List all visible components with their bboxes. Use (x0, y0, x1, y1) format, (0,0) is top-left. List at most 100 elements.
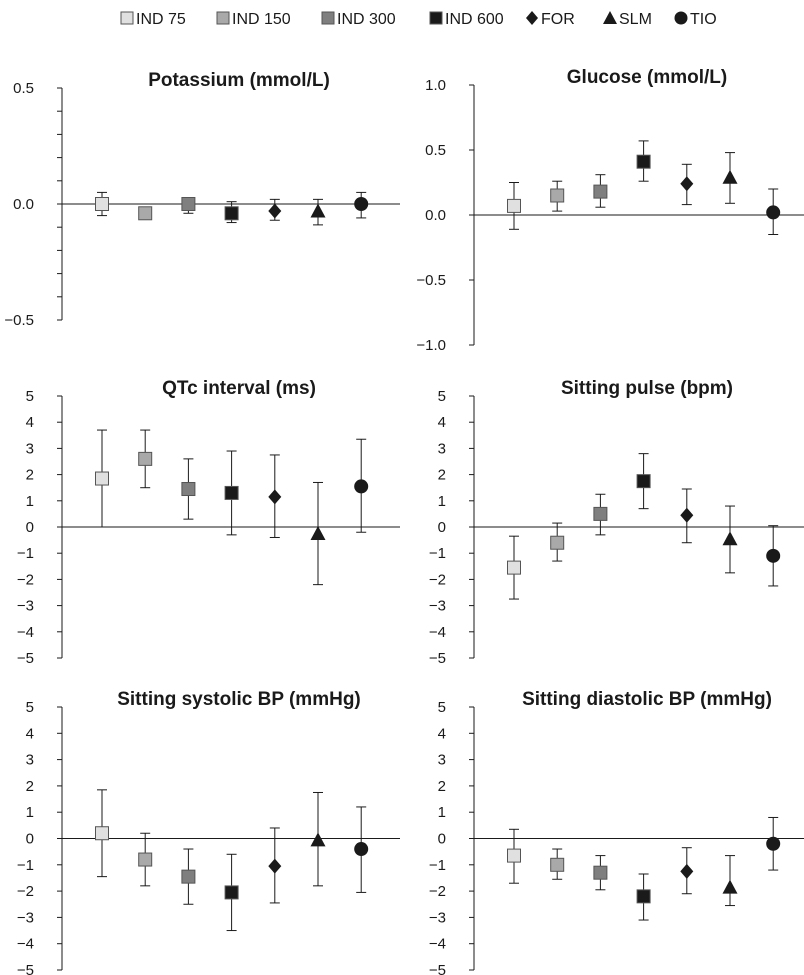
marker-ind-75 (507, 848, 521, 863)
marker-slm (722, 879, 738, 894)
panel-title: QTc interval (ms) (162, 378, 316, 399)
y-tick-label: 3 (26, 440, 34, 457)
point-ind-75 (95, 429, 109, 528)
y-tick-label: 4 (26, 414, 34, 431)
marker-tio (354, 479, 369, 494)
marker-ind-150 (138, 206, 153, 221)
legend-item-slm: SLM (603, 11, 652, 28)
y-tick-label: −1 (17, 545, 34, 562)
point-ind-600 (224, 450, 239, 536)
point-ind-150 (550, 848, 565, 880)
y-tick-label: 5 (438, 388, 446, 405)
y-tick-label: 0 (438, 519, 446, 536)
point-ind-300 (593, 174, 608, 208)
marker-ind-600 (224, 485, 239, 500)
panel-qtc-interval-ms: QTc interval (ms) −5 −4 −3 −2 −1 0 1 2 3 4 5 (17, 378, 400, 667)
legend-marker-slm (603, 11, 617, 24)
point-for (268, 454, 282, 538)
marker-ind-600 (636, 154, 651, 169)
y-tick-label: 1 (26, 804, 34, 821)
y-tick-label: −2 (17, 571, 34, 588)
y-tick-label: 1 (438, 804, 446, 821)
legend-marker-ind-600 (429, 11, 443, 25)
y-tick-label: −1 (429, 545, 446, 562)
legend-item-ind-75: IND 75 (120, 11, 186, 28)
marker-tio (766, 205, 781, 220)
point-tio (354, 438, 369, 533)
y-tick-label: 3 (26, 752, 34, 769)
point-for (680, 163, 694, 206)
y-tick-label: 1 (438, 493, 446, 510)
y-tick-label: 0 (26, 831, 34, 848)
point-ind-600 (636, 873, 651, 921)
y-tick-label: 3 (438, 752, 446, 769)
point-ind-75 (507, 182, 521, 230)
y-tick-label: 2 (26, 467, 34, 484)
marker-ind-75 (507, 560, 521, 575)
marker-ind-300 (593, 865, 608, 880)
legend: IND 75 IND 150 IND 300 IND 600 FOR SLM TIO (120, 11, 717, 28)
y-tick-label: 5 (26, 699, 34, 716)
point-slm (310, 198, 326, 226)
y-tick-label: −4 (429, 624, 446, 641)
marker-ind-150 (550, 535, 565, 550)
legend-label-ind-600: IND 600 (445, 11, 504, 28)
y-tick-label: 1 (26, 493, 34, 510)
y-tick-label: −4 (17, 936, 34, 953)
marker-ind-150 (550, 857, 565, 872)
y-tick-label: −0.5 (416, 272, 446, 289)
y-tick-label: −5 (429, 650, 446, 667)
marker-for (268, 858, 282, 874)
marker-ind-150 (550, 188, 565, 203)
y-tick-label: −3 (17, 598, 34, 615)
panel-title: Sitting systolic BP (mmHg) (117, 689, 361, 710)
legend-label-ind-75: IND 75 (136, 11, 186, 28)
point-for (268, 827, 282, 904)
y-tick-label: −3 (429, 598, 446, 615)
legend-item-ind-300: IND 300 (321, 11, 396, 28)
y-tick-label: 4 (438, 414, 446, 431)
point-ind-600 (636, 140, 651, 182)
y-tick-label: 4 (26, 725, 34, 742)
marker-ind-300 (593, 506, 608, 521)
point-ind-75 (95, 789, 109, 878)
y-tick-label: 1.0 (425, 77, 446, 94)
point-ind-75 (507, 535, 521, 600)
marker-slm (310, 526, 326, 541)
marker-tio (766, 548, 781, 563)
marker-ind-150 (138, 451, 153, 466)
y-tick-label: 2 (26, 778, 34, 795)
point-ind-75 (95, 191, 109, 217)
y-tick-label: 0.5 (13, 80, 34, 97)
y-tick-label: −2 (17, 883, 34, 900)
point-ind-300 (181, 848, 196, 905)
panel-title: Sitting diastolic BP (mmHg) (522, 689, 772, 710)
y-tick-label: −3 (17, 909, 34, 926)
y-tick-label: 0.0 (425, 207, 446, 224)
point-slm (722, 505, 738, 574)
panel-potassium-mmol-l: Potassium (mmol/L) −0.5 0.0 0.5 (4, 70, 400, 329)
point-ind-150 (138, 832, 153, 887)
y-tick-label: 2 (438, 778, 446, 795)
marker-for (268, 203, 282, 219)
point-ind-600 (224, 201, 239, 224)
point-slm (310, 791, 326, 887)
marker-for (680, 176, 694, 192)
panel-sitting-systolic-bp-mmhg: Sitting systolic BP (mmHg) −5 −4 −3 −2 −1 0 1 2 3… (17, 689, 400, 975)
marker-ind-600 (636, 474, 651, 489)
legend-marker-tio (674, 11, 688, 25)
marker-slm (722, 531, 738, 546)
legend-marker-ind-300 (321, 11, 335, 25)
point-tio (766, 188, 781, 235)
point-for (268, 198, 282, 221)
y-tick-label: 3 (438, 440, 446, 457)
point-ind-300 (593, 855, 608, 891)
y-tick-label: −5 (17, 962, 34, 975)
panel-sitting-diastolic-bp-mmhg: Sitting diastolic BP (mmHg) −5 −4 −3 −2 −1 0 1 2… (429, 689, 804, 975)
y-tick-label: 0.0 (13, 196, 34, 213)
y-tick-label: 4 (438, 725, 446, 742)
point-tio (766, 525, 781, 587)
legend-marker-ind-75 (120, 11, 134, 25)
